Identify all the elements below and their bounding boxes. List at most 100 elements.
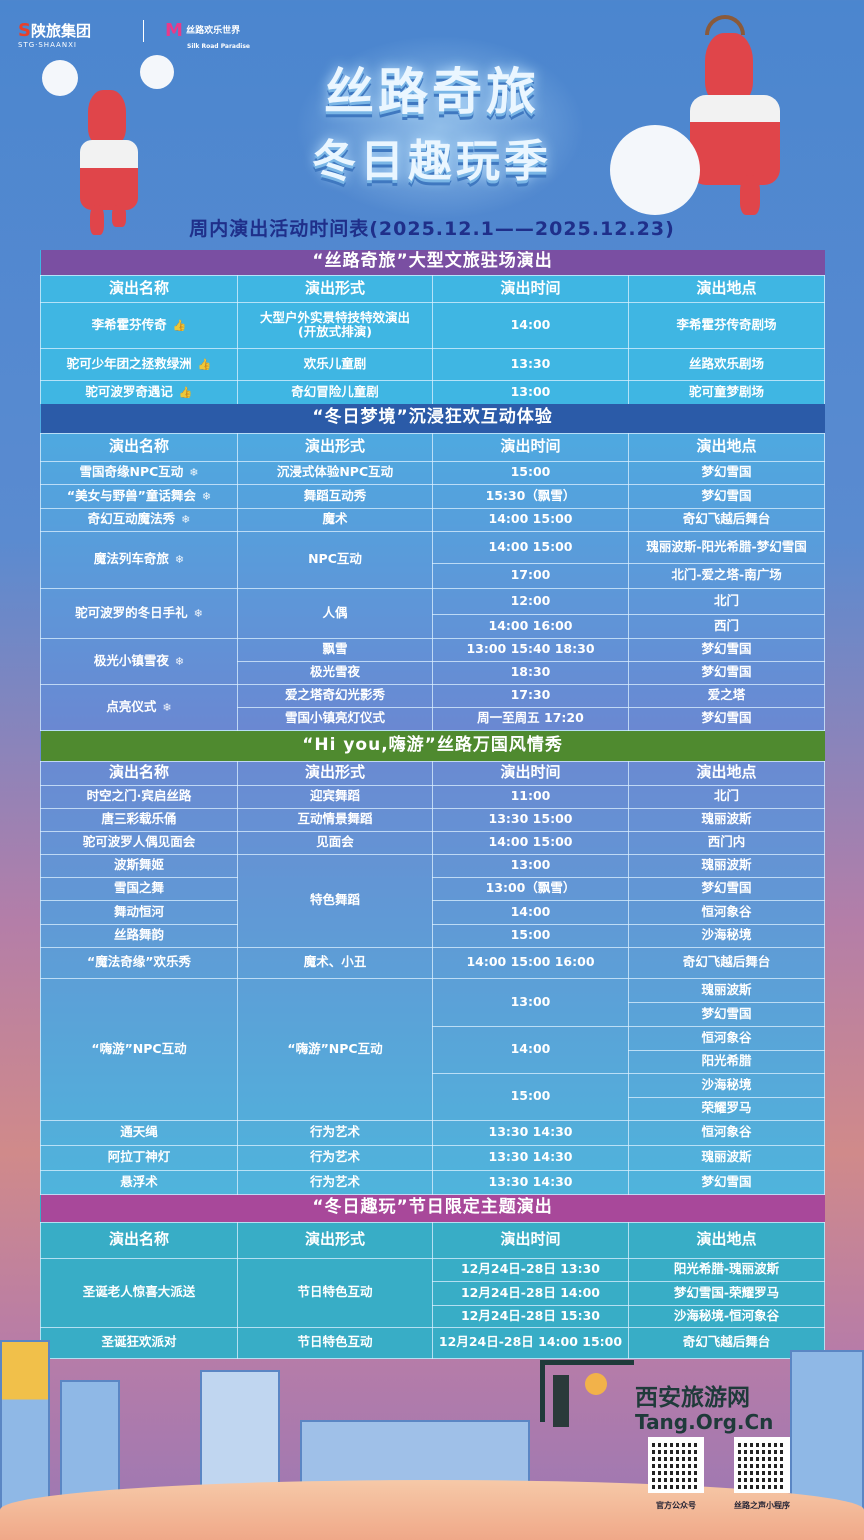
cell-text: 梦幻雪国	[701, 710, 752, 726]
table-cell: 荣耀罗马	[627, 1096, 826, 1121]
qr-code-mini-program[interactable]	[734, 1437, 790, 1493]
cell-text: 丝路欢乐剧场	[689, 355, 765, 371]
watermark-name: 西安旅游网	[635, 1385, 750, 1411]
table-cell: 12月24日-28日 14:00	[432, 1280, 629, 1306]
cell-text: 唐三彩载乐俑	[101, 811, 177, 827]
table-row: 12月24日-28日 14:00 梦幻雪国-荣耀罗马	[41, 1280, 826, 1306]
cell-text: 12月24日-28日 15:30	[460, 1307, 600, 1323]
schedule-table-section-3: “Hi you,嗨游”丝路万国风情秀 演出名称 演出形式 演出时间 演出地点 时空之门·宾…	[40, 731, 826, 1195]
table-cell: 阳光希腊	[627, 1049, 826, 1074]
column-header: 演出时间	[432, 1221, 629, 1259]
cell-text: 13:30 15:00	[488, 811, 573, 827]
cell-text: 见面会	[316, 834, 354, 850]
table-cell: 丝路舞韵	[40, 923, 238, 948]
cell-text: 梦幻雪国	[701, 1173, 752, 1189]
table-cell: 驼可童梦剧场	[627, 379, 826, 405]
cell-text: 欢乐儿童剧	[303, 355, 367, 371]
cell-text: 驼可少年团之拯救绿洲	[66, 355, 192, 371]
cell-text: 雪国之舞	[113, 880, 164, 896]
table-cell: 特色舞蹈	[237, 853, 433, 948]
watermark-url[interactable]: Tang.Org.Cn	[635, 1410, 774, 1434]
column-header: 演出地点	[627, 274, 826, 303]
table-cell: 梦幻雪国	[627, 660, 826, 685]
table-cell: 行为艺术	[237, 1169, 433, 1195]
section-title: “丝路奇旅”大型文旅驻场演出	[40, 250, 825, 275]
table-cell: 节日特色互动	[237, 1257, 433, 1328]
table-cell: 14:00	[432, 899, 629, 925]
table-cell: 梦幻雪国	[627, 637, 826, 662]
snowflake-icon: ❄	[181, 513, 191, 527]
table-cell: 爱之塔	[627, 683, 826, 708]
table-cell: “魔法奇缘”欢乐秀	[40, 946, 238, 979]
cell-text: 极光小镇雪夜	[93, 652, 169, 668]
cell-text: 舞蹈互动秀	[303, 487, 367, 503]
table-row: 驼可波罗奇遇记 👍 奇幻冒险儿童剧 13:00 驼可童梦剧场	[40, 379, 826, 405]
cell-text: 李希霍芬传奇剧场	[676, 316, 777, 332]
column-header: 演出地点	[627, 432, 826, 462]
table-cell: 15:00	[432, 1072, 629, 1121]
table-row: 波斯舞姬 特色舞蹈 13:00 瑰丽波斯	[40, 853, 826, 948]
column-header-row: 演出名称 演出形式 演出时间 演出地点	[40, 760, 826, 786]
table-cell: 14:00 16:00	[432, 613, 629, 639]
table-cell: 北门	[627, 784, 826, 809]
table-cell: 驼可波罗人偶见面会	[40, 830, 238, 855]
cell-text: 雪国小镇亮灯仪式	[284, 710, 385, 726]
table-cell: 北门-爱之塔-南广场	[627, 562, 826, 589]
table-row: 17:00 北门-爱之塔-南广场	[41, 562, 826, 589]
table-cell: 恒河象谷	[627, 1025, 826, 1051]
table-cell: 12:00	[432, 587, 629, 615]
cell-text: 梦幻雪国-荣耀罗马	[673, 1284, 780, 1300]
table-row: 15:00 沙海秘境	[41, 1072, 826, 1121]
cell-text: 互动情景舞蹈	[297, 811, 373, 827]
table-cell: 北门	[627, 587, 826, 615]
table-cell: 13:30 14:30	[432, 1144, 629, 1171]
table-row: 驼可少年团之拯救绿洲 👍 欢乐儿童剧 13:30 丝路欢乐剧场	[40, 347, 826, 381]
cell-text: 17:30	[510, 687, 551, 703]
column-header: 演出名称	[40, 1221, 238, 1259]
table-cell: 李希霍芬传奇 👍	[40, 301, 238, 349]
thumbs-up-icon: 👍	[197, 357, 212, 371]
table-cell: 13:00 15:40 18:30	[432, 637, 629, 662]
table-cell: 驼可波罗的冬日手礼 ❄	[40, 587, 238, 639]
cell-text: 雪国奇缘NPC互动	[79, 464, 184, 480]
cell-text: 梦幻雪国	[701, 880, 752, 896]
cell-text: 13:00（飘雪）	[485, 880, 576, 896]
column-header: 演出时间	[432, 274, 629, 303]
cell-text: 奇幻互动魔法秀	[87, 511, 176, 527]
watermark-logo-frame	[540, 1360, 634, 1427]
cell-text: 14:00 15:00	[488, 511, 573, 527]
table-cell: 阿拉丁神灯	[40, 1144, 238, 1171]
table-cell: 14:00 15:00	[432, 530, 629, 564]
table-cell: 瑰丽波斯	[627, 1144, 826, 1171]
table-cell: 13:00	[432, 977, 629, 1027]
table-cell: 雪国之舞	[40, 876, 238, 901]
cell-text: 荣耀罗马	[701, 1100, 752, 1116]
cell-text: 15:00	[510, 927, 551, 943]
title-line2: 冬日趣玩季	[312, 136, 552, 187]
table-cell: 11:00	[432, 784, 629, 809]
table-cell: 14:00 15:00	[432, 507, 629, 532]
cell-text: 沙海秘境-恒河象谷	[673, 1307, 780, 1323]
table-cell: 雪国小镇亮灯仪式	[237, 706, 433, 731]
table-cell: 行为艺术	[237, 1144, 433, 1171]
cell-text: 沉浸式体验NPC互动	[276, 464, 394, 480]
cell-text: 阿拉丁神灯	[107, 1149, 171, 1165]
table-cell: 18:30	[432, 660, 629, 685]
qr-code-official-account[interactable]	[648, 1437, 704, 1493]
table-cell: 奇幻飞越后舞台	[627, 507, 826, 532]
cell-text: 西门内	[707, 834, 746, 850]
cell-text: 魔术	[322, 511, 348, 527]
cell-text: 极光雪夜	[309, 664, 360, 680]
cell-text: 恒河象谷	[701, 1124, 752, 1140]
table-cell: “嗨游”NPC互动	[40, 977, 238, 1121]
table-row: 魔法列车奇旅 ❄ NPC互动 14:00 15:00 瑰丽波斯-阳光希腊-梦幻雪国	[40, 530, 826, 589]
table-cell: 15:30（飘雪）	[432, 483, 629, 509]
thumbs-up-icon: 👍	[172, 318, 187, 332]
table-cell: 17:30	[432, 683, 629, 708]
cell-text: 13:30 14:30	[488, 1149, 573, 1165]
table-cell: 15:00	[432, 923, 629, 948]
column-header: 演出名称	[40, 274, 238, 303]
column-header: 演出地点	[627, 1221, 826, 1259]
table-row: 丝路舞韵 15:00 沙海秘境	[40, 923, 826, 948]
cell-text: 13:00 15:40 18:30	[466, 641, 595, 657]
